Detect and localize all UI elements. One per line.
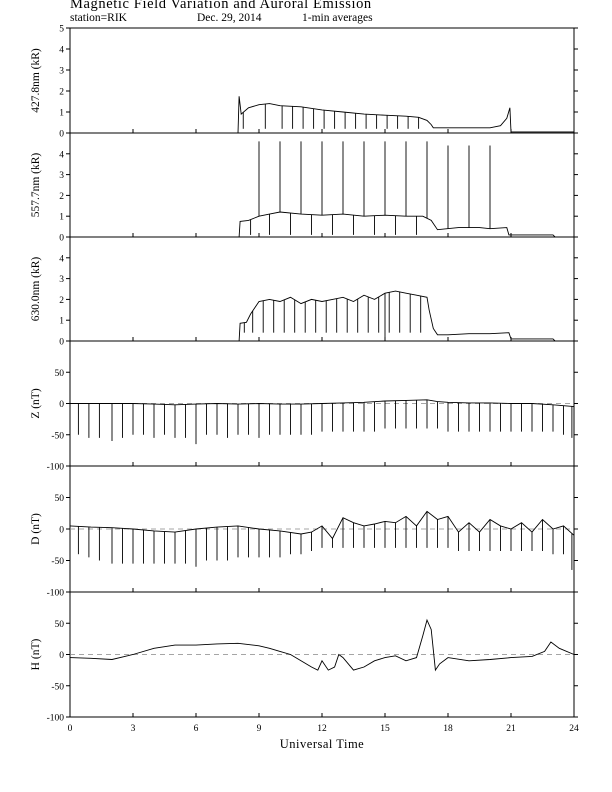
averaging-label: 1-min averages: [302, 12, 373, 24]
p6300-ytick-label: 2: [59, 296, 64, 306]
p5577-ytick-label: 3: [59, 171, 64, 181]
x-tick-label: 15: [380, 724, 390, 734]
p4278-series-line: [70, 96, 574, 134]
x-tick-label: 0: [68, 724, 73, 734]
pD-series-line: [69, 510, 575, 540]
p6300-ytick-label: 4: [59, 254, 64, 264]
x-tick-label: 24: [569, 724, 579, 734]
pH-ytick-label: -50: [51, 682, 64, 692]
p5577-ytick-label: 0: [59, 234, 64, 244]
pH-ylabel: H (nT): [30, 639, 42, 671]
pZ-ytick-label: -100: [47, 463, 65, 473]
chart-title: Magnetic Field Variation and Auroral Emi…: [70, 0, 372, 12]
p4278-ytick-label: 1: [59, 109, 64, 119]
p5577-ytick-label: 4: [59, 150, 64, 160]
p6300-series-line: [70, 290, 574, 342]
pD-ytick-label: -100: [47, 589, 65, 599]
p4278-ytick-label: 5: [59, 25, 64, 35]
pH-ytick-label: -100: [47, 714, 65, 724]
p6300-ytick-label: 1: [59, 317, 64, 327]
x-tick-label: 12: [317, 724, 327, 734]
pZ-ytick-label: 50: [55, 369, 65, 379]
p6300-ylabel: 630.0nm (kR): [30, 257, 42, 322]
p6300-ytick-label: 3: [59, 275, 64, 285]
pZ-ylabel: Z (nT): [30, 388, 42, 419]
x-axis-label: Universal Time: [280, 737, 364, 751]
pH-ytick-label: 0: [59, 651, 64, 661]
station-label: station=RIK: [70, 12, 127, 24]
date-label: Dec. 29, 2014: [197, 12, 262, 24]
pD-ytick-label: -50: [51, 557, 64, 567]
p4278-ylabel: 427.8nm (kR): [30, 48, 42, 113]
p4278-ytick-label: 3: [59, 67, 64, 77]
x-tick-label: 6: [194, 724, 199, 734]
pZ-ytick-label: 0: [59, 400, 64, 410]
p4278-ytick-label: 2: [59, 88, 64, 98]
x-tick-label: 21: [506, 724, 516, 734]
pD-ytick-label: 50: [55, 494, 65, 504]
pZ-ytick-label: -50: [51, 431, 64, 441]
pH-ytick-label: 50: [55, 620, 65, 630]
p6300-frame: [69, 236, 575, 342]
pH-series-line: [69, 618, 575, 672]
p5577-ylabel: 557.7nm (kR): [30, 153, 42, 218]
p4278-ytick-label: 4: [59, 46, 64, 56]
p4278-ytick-label: 0: [59, 130, 64, 140]
p5577-ytick-label: 2: [59, 192, 64, 202]
p6300-ytick-label: 0: [59, 338, 64, 348]
pD-ylabel: D (nT): [30, 513, 42, 545]
pD-ytick-label: 0: [59, 526, 64, 536]
x-tick-label: 9: [257, 724, 262, 734]
p5577-ytick-label: 1: [59, 213, 64, 223]
x-tick-label: 3: [131, 724, 136, 734]
p4278-frame: [69, 27, 575, 134]
x-tick-label: 18: [443, 724, 453, 734]
